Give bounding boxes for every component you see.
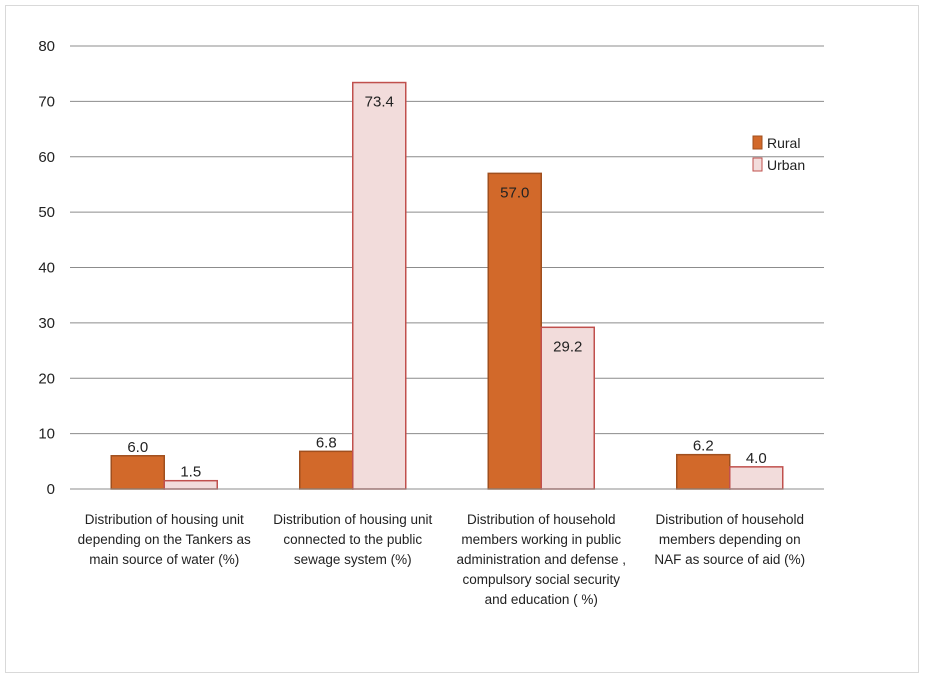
x-category-label-line: Distribution of housing unit <box>273 512 433 527</box>
x-category-label-line: main source of water (%) <box>89 552 240 567</box>
y-tick-label: 60 <box>38 149 55 166</box>
data-label: 73.4 <box>365 94 394 111</box>
bar-urban-0 <box>163 479 218 490</box>
bar-rural-3 <box>676 453 731 490</box>
x-category-label-line: connected to the public <box>283 532 423 547</box>
x-category-label-line: Distribution of household <box>466 512 616 527</box>
y-tick-label: 50 <box>38 204 55 221</box>
legend-label-rural: Rural <box>767 135 800 151</box>
legend: Rural Urban <box>752 135 805 173</box>
data-label: 4.0 <box>746 450 767 467</box>
y-tick-label: 20 <box>38 370 55 387</box>
gridlines <box>70 45 824 435</box>
x-category-label-line: members working in public <box>461 532 622 547</box>
data-label: 6.0 <box>127 439 148 456</box>
chart-frame <box>5 5 919 673</box>
bars <box>110 81 784 490</box>
x-category-label-line: NAF as source of aid (%) <box>654 552 806 567</box>
legend-swatch-urban <box>752 157 763 172</box>
y-axis-ticks: 0 10 20 30 40 50 60 70 80 <box>38 38 55 498</box>
data-label: 6.8 <box>316 434 337 451</box>
x-category-label: Distribution of household members dependi… <box>630 510 830 570</box>
bar-rural-2 <box>487 172 542 490</box>
y-tick-label: 0 <box>47 481 55 498</box>
data-label: 1.5 <box>180 464 201 481</box>
x-category-label-line: administration and defense , <box>456 552 627 567</box>
x-category-label: Distribution of household members working… <box>441 510 641 610</box>
x-category-label-line: compulsory social security <box>462 572 621 587</box>
data-label: 6.2 <box>693 438 714 455</box>
x-category-label: Distribution of housing unit depending on… <box>64 510 264 570</box>
x-category-label-line: Distribution of household <box>655 512 805 527</box>
bar-urban-2 <box>540 326 595 490</box>
bar-urban-1 <box>352 81 407 490</box>
data-labels: 6.0 1.5 6.8 73.4 57.0 29.2 6.2 4.0 <box>127 94 766 481</box>
x-category-label-line: Distribution of housing unit <box>84 512 244 527</box>
bar-rural-1 <box>299 450 354 490</box>
legend-label-urban: Urban <box>767 157 805 173</box>
y-tick-label: 80 <box>38 38 55 55</box>
y-tick-label: 10 <box>38 426 55 443</box>
x-category-label-line: depending on the Tankers as <box>77 532 251 547</box>
x-category-label-line: members depending on <box>658 532 801 547</box>
x-category-label: Distribution of housing unit connected to… <box>253 510 453 570</box>
bar-urban-3 <box>729 466 784 490</box>
data-label: 57.0 <box>500 184 529 201</box>
bar-rural-0 <box>110 455 165 490</box>
x-category-label-line: sewage system (%) <box>293 552 412 567</box>
y-tick-label: 40 <box>38 260 55 277</box>
y-tick-label: 30 <box>38 315 55 332</box>
data-label: 29.2 <box>553 338 582 355</box>
y-tick-label: 70 <box>38 93 55 110</box>
legend-swatch-rural <box>752 135 763 150</box>
x-category-label-line: and education ( %) <box>484 592 598 607</box>
